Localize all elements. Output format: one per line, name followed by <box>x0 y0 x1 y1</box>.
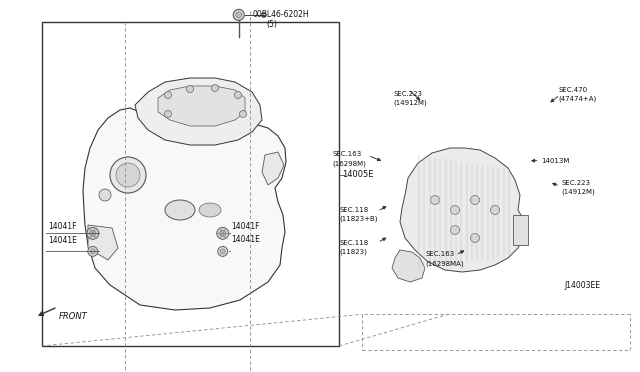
Circle shape <box>116 163 140 187</box>
Polygon shape <box>400 148 525 272</box>
Circle shape <box>220 230 226 236</box>
Polygon shape <box>262 152 284 185</box>
Circle shape <box>239 110 246 118</box>
Text: 14013M: 14013M <box>541 158 569 164</box>
Circle shape <box>490 205 499 215</box>
Text: J14003EE: J14003EE <box>564 281 600 290</box>
Circle shape <box>211 84 218 92</box>
Circle shape <box>218 246 228 256</box>
Circle shape <box>431 196 440 205</box>
Text: (14912M): (14912M) <box>394 99 428 106</box>
Circle shape <box>217 227 228 239</box>
Text: (11823): (11823) <box>339 248 367 255</box>
Circle shape <box>470 196 479 205</box>
Circle shape <box>164 110 172 118</box>
Circle shape <box>90 249 95 254</box>
Text: (16298M): (16298M) <box>333 160 367 167</box>
Polygon shape <box>88 225 118 260</box>
Polygon shape <box>392 250 425 282</box>
Text: SEC.118: SEC.118 <box>339 240 369 246</box>
Ellipse shape <box>199 203 221 217</box>
Text: SEC.470: SEC.470 <box>558 87 588 93</box>
Circle shape <box>234 92 241 99</box>
Text: 00BL46-6202H: 00BL46-6202H <box>253 10 309 19</box>
Circle shape <box>90 230 96 236</box>
Polygon shape <box>135 78 262 145</box>
Circle shape <box>220 249 225 254</box>
Text: 14041F: 14041F <box>48 222 77 231</box>
Circle shape <box>451 225 460 234</box>
Text: 14041E: 14041E <box>48 236 77 245</box>
Text: (5): (5) <box>266 20 277 29</box>
Text: SEC.118: SEC.118 <box>339 207 369 213</box>
Text: 14041F: 14041F <box>232 222 260 231</box>
Text: SEC.163: SEC.163 <box>426 251 455 257</box>
Text: SEC.223: SEC.223 <box>394 91 422 97</box>
Text: SEC.163: SEC.163 <box>333 151 362 157</box>
Circle shape <box>164 92 172 99</box>
Bar <box>513 215 528 245</box>
Text: (16298MA): (16298MA) <box>426 260 464 267</box>
Text: (47474+A): (47474+A) <box>558 96 596 102</box>
Circle shape <box>261 12 266 17</box>
Text: SEC.223: SEC.223 <box>561 180 590 186</box>
Text: 14005E: 14005E <box>342 170 374 179</box>
Text: FRONT: FRONT <box>59 312 88 321</box>
Circle shape <box>87 227 99 239</box>
Text: 14041E: 14041E <box>232 235 260 244</box>
Bar <box>42 22 339 346</box>
Circle shape <box>233 9 244 20</box>
Polygon shape <box>158 86 245 126</box>
Circle shape <box>451 205 460 215</box>
Circle shape <box>99 189 111 201</box>
Circle shape <box>236 12 242 18</box>
Ellipse shape <box>165 200 195 220</box>
Circle shape <box>470 234 479 243</box>
Circle shape <box>88 246 98 256</box>
Polygon shape <box>83 102 286 310</box>
Text: (14912M): (14912M) <box>561 189 595 195</box>
Circle shape <box>186 86 193 93</box>
Text: (11823+B): (11823+B) <box>339 216 378 222</box>
Circle shape <box>110 157 146 193</box>
